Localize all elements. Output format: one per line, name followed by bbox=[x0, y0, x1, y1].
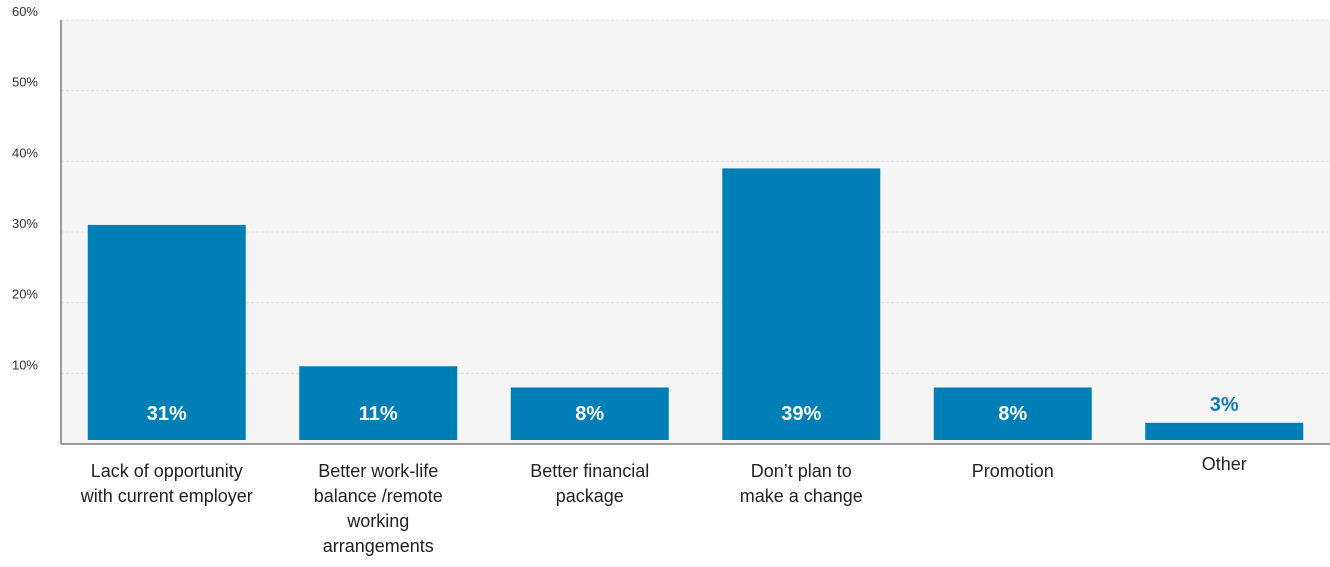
bar bbox=[87, 224, 246, 440]
bar-value-label: 11% bbox=[359, 403, 398, 425]
x-axis-categories: Lack of opportunity with current employer… bbox=[80, 454, 1247, 556]
x-category-label-line: Other bbox=[1202, 454, 1247, 474]
x-category-label: Promotion bbox=[972, 461, 1054, 481]
x-category-label: Lack of opportunity with current employer bbox=[80, 461, 253, 506]
x-category-label-line: with current employer bbox=[80, 486, 253, 506]
bar bbox=[1145, 422, 1304, 440]
x-category-label-line: Better financial bbox=[530, 461, 649, 481]
x-category-label-line: balance /remote bbox=[314, 486, 443, 506]
bar bbox=[299, 366, 458, 440]
x-category-label-line: arrangements bbox=[323, 536, 434, 556]
bar-value-label: 31% bbox=[147, 403, 187, 425]
bar-value-label: 3% bbox=[1210, 394, 1239, 416]
x-category-label-line: Lack of opportunity bbox=[91, 461, 243, 481]
bar bbox=[933, 387, 1092, 440]
bar-value-label: 8% bbox=[575, 403, 604, 425]
y-tick-label: 10% bbox=[12, 357, 38, 372]
x-category-label: Don’t plan to make a change bbox=[740, 461, 863, 506]
x-category-label: Other bbox=[1202, 454, 1247, 474]
gridlines bbox=[61, 19, 1330, 374]
x-category-label: Better work-life balance /remote working ar… bbox=[314, 461, 443, 556]
x-category-label-line: working bbox=[346, 511, 409, 531]
x-category-label: Better financial package bbox=[530, 461, 649, 506]
bar-value-label: 8% bbox=[998, 403, 1027, 425]
x-category-label-line: package bbox=[556, 486, 624, 506]
bar bbox=[510, 387, 669, 440]
bar-value-label: 39% bbox=[781, 403, 821, 425]
y-tick-label: 40% bbox=[12, 145, 38, 160]
y-axis-ticks: 10% 20% 30% 40% 50% 60% bbox=[12, 4, 38, 372]
y-tick-label: 50% bbox=[12, 75, 38, 90]
y-tick-label: 30% bbox=[12, 216, 38, 231]
bars: 31% 11% 8% 39% 8% 3% bbox=[87, 168, 1304, 440]
y-tick-label: 60% bbox=[12, 4, 38, 19]
bar bbox=[722, 168, 881, 440]
y-tick-label: 20% bbox=[12, 287, 38, 302]
x-category-label-line: Better work-life bbox=[318, 461, 438, 481]
x-category-label-line: make a change bbox=[740, 486, 863, 506]
x-category-label-line: Don’t plan to bbox=[751, 461, 852, 481]
x-category-label-line: Promotion bbox=[972, 461, 1054, 481]
